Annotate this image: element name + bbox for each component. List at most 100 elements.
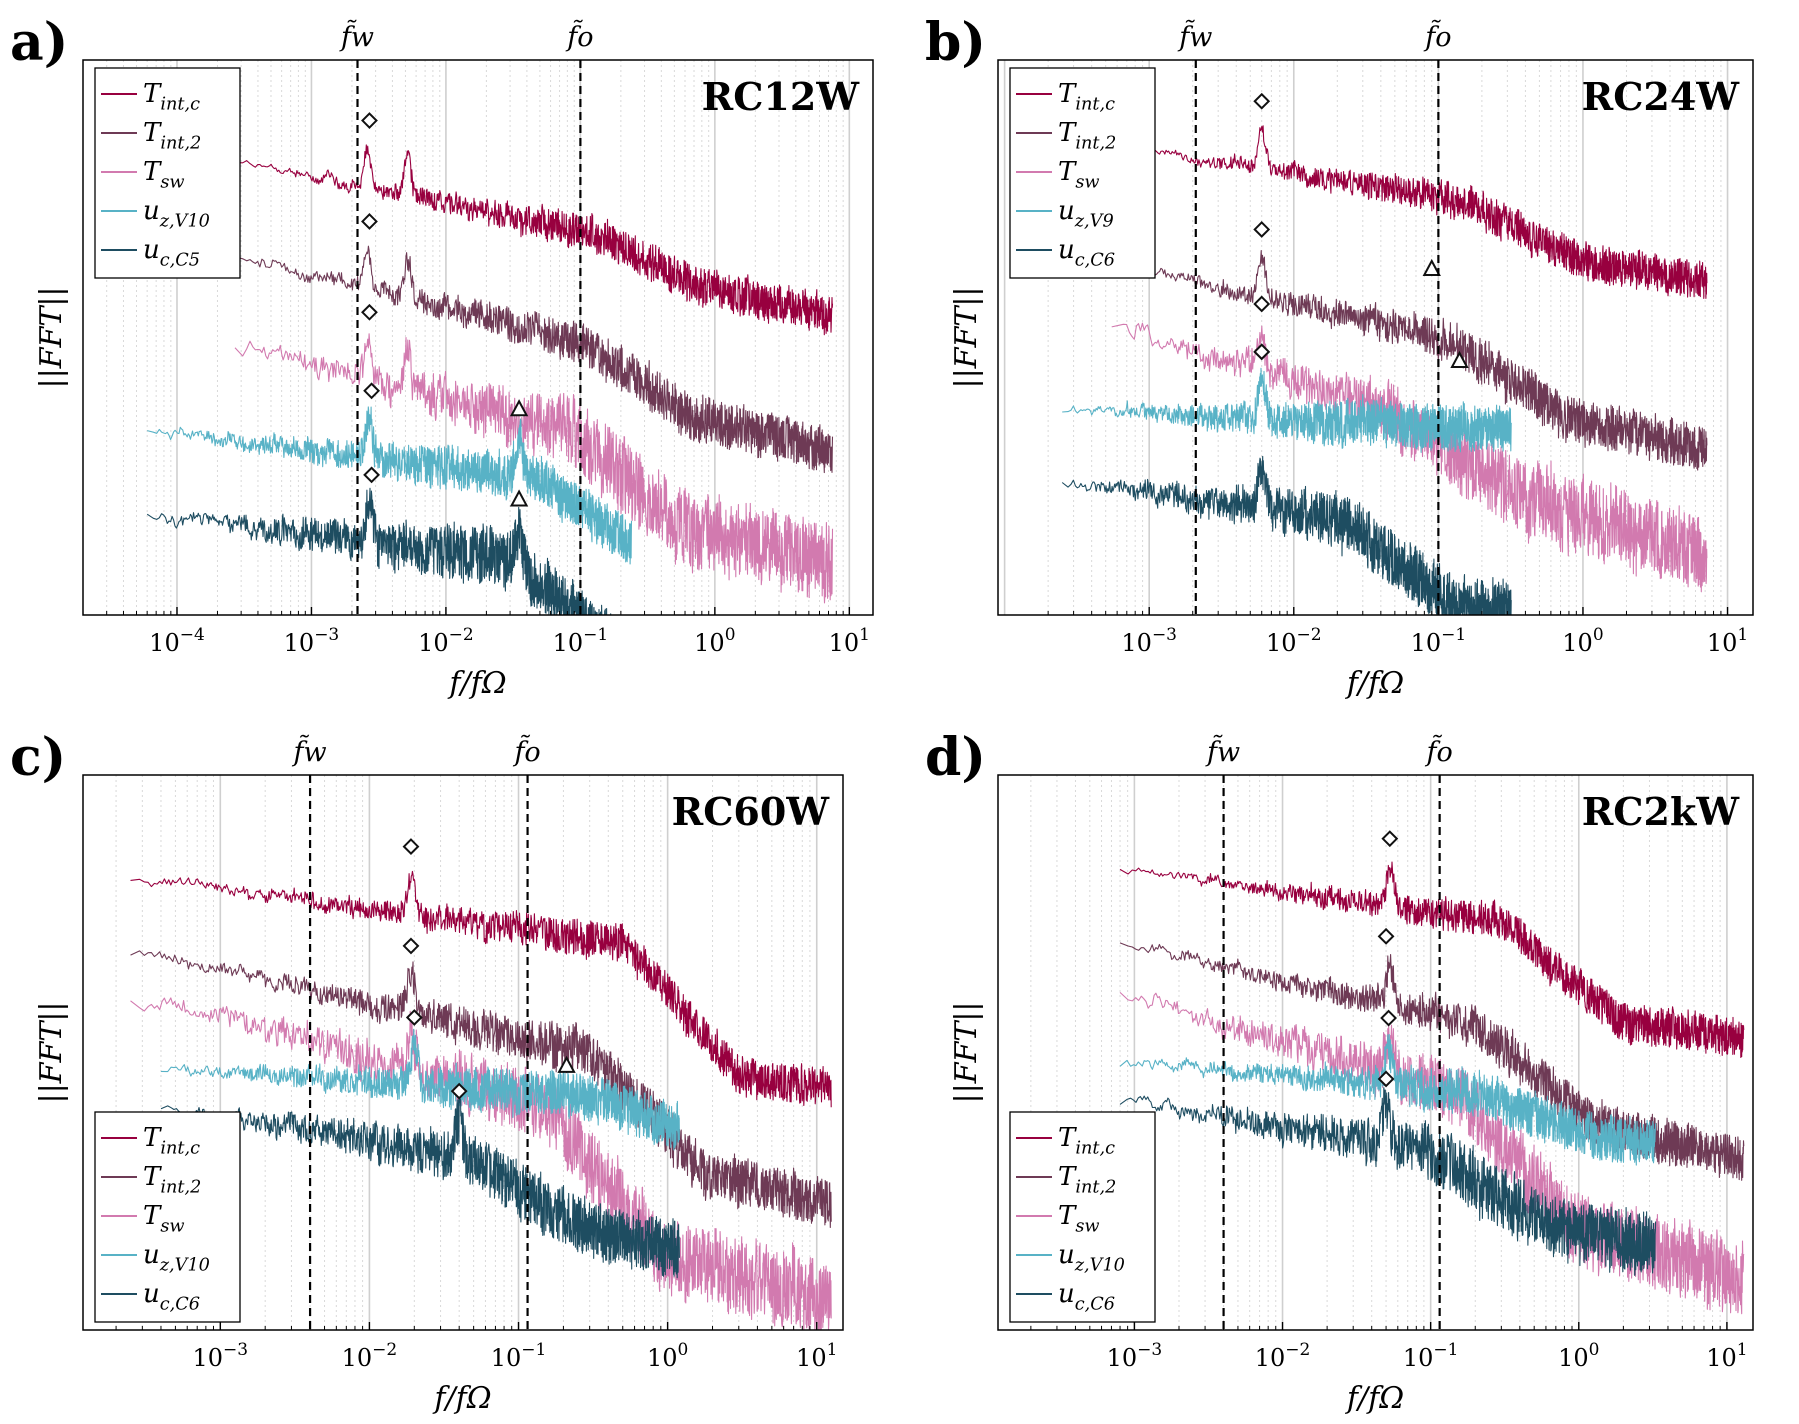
y-axis-label: ||FFT|| — [949, 1001, 984, 1103]
diamond-marker — [361, 303, 378, 321]
panel-label: a) — [10, 12, 68, 73]
triangle-marker — [557, 1055, 576, 1073]
vline-label-1: f̃o — [512, 734, 540, 768]
x-axis-label: f/fΩ — [432, 1381, 491, 1416]
series-line-1 — [1119, 942, 1745, 1181]
legend-label: uz,V10 — [143, 1240, 210, 1275]
triangle-marker — [509, 489, 529, 507]
legend-label: uc,C6 — [143, 1279, 200, 1314]
x-tick-label: 10−1 — [491, 1340, 547, 1372]
legend-label: Tint,2 — [143, 118, 201, 153]
x-tick-label: 101 — [1707, 625, 1748, 657]
x-tick-label: 100 — [647, 1340, 688, 1372]
legend-label: Tint,c — [143, 79, 200, 114]
marker-group — [1377, 830, 1399, 1088]
x-tick-label: 10−1 — [1411, 625, 1467, 657]
diamond-marker — [402, 838, 420, 856]
series-line-2 — [130, 997, 832, 1330]
diamond-marker — [402, 937, 420, 955]
vline-label-1: f̃o — [1425, 734, 1453, 768]
series-group — [146, 144, 834, 615]
x-tick-label: 100 — [1562, 625, 1603, 657]
legend-label: uz,V9 — [1058, 196, 1114, 231]
legend-label: Tint,2 — [143, 1162, 201, 1197]
legend-label: uc,C5 — [143, 235, 200, 270]
legend-label: uc,C6 — [1058, 235, 1115, 270]
panel-b: f̃w f̃o 10−3 10−2 10−1 100 101 f/fΩ ||FFT|| b) RC2… — [925, 12, 1754, 701]
diamond-marker — [1253, 295, 1271, 313]
series-group — [130, 870, 832, 1330]
diamond-marker — [405, 1009, 423, 1026]
x-tick-label: 10−1 — [1403, 1340, 1459, 1372]
panel-title: RC60W — [672, 789, 831, 834]
legend: Tint,c Tint,2 Tsw uz,V10 uc,C5 — [94, 67, 241, 279]
diamond-marker — [1381, 830, 1399, 848]
x-tick-label: 10−3 — [1121, 625, 1177, 657]
series-line-2 — [234, 333, 834, 604]
series-line-1 — [1111, 250, 1708, 471]
series-line-1 — [130, 950, 832, 1229]
series-line-2 — [1119, 991, 1745, 1315]
legend-label: Tint,c — [143, 1123, 200, 1158]
x-tick-label: 100 — [1558, 1340, 1599, 1372]
panel-title: RC24W — [1582, 74, 1741, 119]
diamond-marker — [1377, 1070, 1395, 1088]
y-axis-label: ||FFT|| — [34, 1001, 69, 1103]
panel-c: f̃w f̃o 10−3 10−2 10−1 100 101 f/fΩ ||FFT|| c) RC6… — [10, 727, 844, 1416]
series-group — [1061, 125, 1708, 615]
diamond-marker — [450, 1082, 468, 1100]
series-line-4 — [1061, 455, 1512, 615]
triangle-marker — [509, 399, 529, 417]
legend-label: Tint,c — [1058, 79, 1115, 114]
x-tick-label: 10−3 — [192, 1340, 248, 1372]
marker-group — [1253, 92, 1469, 369]
legend-label: Tsw — [1058, 1201, 1100, 1236]
vline-label-1: f̃o — [1423, 19, 1451, 53]
series-line-2 — [1111, 322, 1708, 593]
panel-a: f̃w f̃o 10−4 10−3 10−2 10−1 100 101 f/fΩ ||FFT|| a… — [10, 12, 874, 701]
vline-label-0: f̃w — [1205, 734, 1240, 768]
diamond-marker — [1377, 927, 1395, 945]
diamond-marker — [1380, 1009, 1398, 1027]
x-tick-label: 10−4 — [149, 625, 205, 657]
triangle-marker — [1450, 350, 1469, 369]
series-line-0 — [1119, 861, 1745, 1059]
legend: Tint,c Tint,2 Tsw uz,V10 uc,C6 — [94, 1111, 241, 1323]
diamond-marker — [363, 466, 380, 484]
axes-box — [997, 774, 1754, 1331]
series-line-3 — [1119, 1033, 1657, 1166]
series-group — [1119, 861, 1745, 1315]
legend-label: Tint,2 — [1058, 1162, 1116, 1197]
x-axis-label: f/fΩ — [1345, 666, 1404, 701]
diamond-marker — [1253, 92, 1271, 110]
legend-label: Tsw — [143, 1201, 185, 1236]
x-tick-label: 10−2 — [342, 1340, 398, 1372]
legend-label: uz,V10 — [1058, 1240, 1125, 1275]
diamond-marker — [361, 213, 378, 230]
diamond-marker — [1253, 343, 1271, 361]
series-line-3 — [1062, 367, 1512, 453]
legend: Tint,c Tint,2 Tsw uz,V9 uc,C6 — [1009, 67, 1156, 279]
x-tick-label: 101 — [1706, 1340, 1747, 1372]
axes-box — [82, 774, 844, 1331]
y-axis-label: ||FFT|| — [949, 286, 984, 388]
legend-label: uz,V10 — [143, 196, 210, 231]
x-tick-label: 10−2 — [418, 625, 474, 657]
vline-label-0: f̃w — [1177, 19, 1212, 53]
axes-box — [82, 59, 874, 616]
x-tick-label: 10−2 — [1255, 1340, 1311, 1372]
series-line-0 — [1111, 125, 1708, 299]
diamond-marker — [363, 382, 380, 400]
vline-label-0: f̃w — [339, 19, 374, 53]
x-tick-label: 10−1 — [553, 625, 609, 657]
legend-label: Tsw — [143, 157, 185, 192]
panel-d: f̃w f̃o 10−3 10−2 10−1 100 101 f/fΩ ||FFT|| d) RC2… — [925, 727, 1754, 1416]
x-axis-label: f/fΩ — [1345, 1381, 1404, 1416]
series-line-4 — [160, 1094, 680, 1279]
panel-title: RC12W — [702, 74, 861, 119]
series-line-0 — [130, 870, 832, 1108]
x-tick-label: 100 — [694, 625, 735, 657]
x-tick-label: 101 — [829, 625, 870, 657]
y-axis-label: ||FFT|| — [34, 286, 69, 388]
